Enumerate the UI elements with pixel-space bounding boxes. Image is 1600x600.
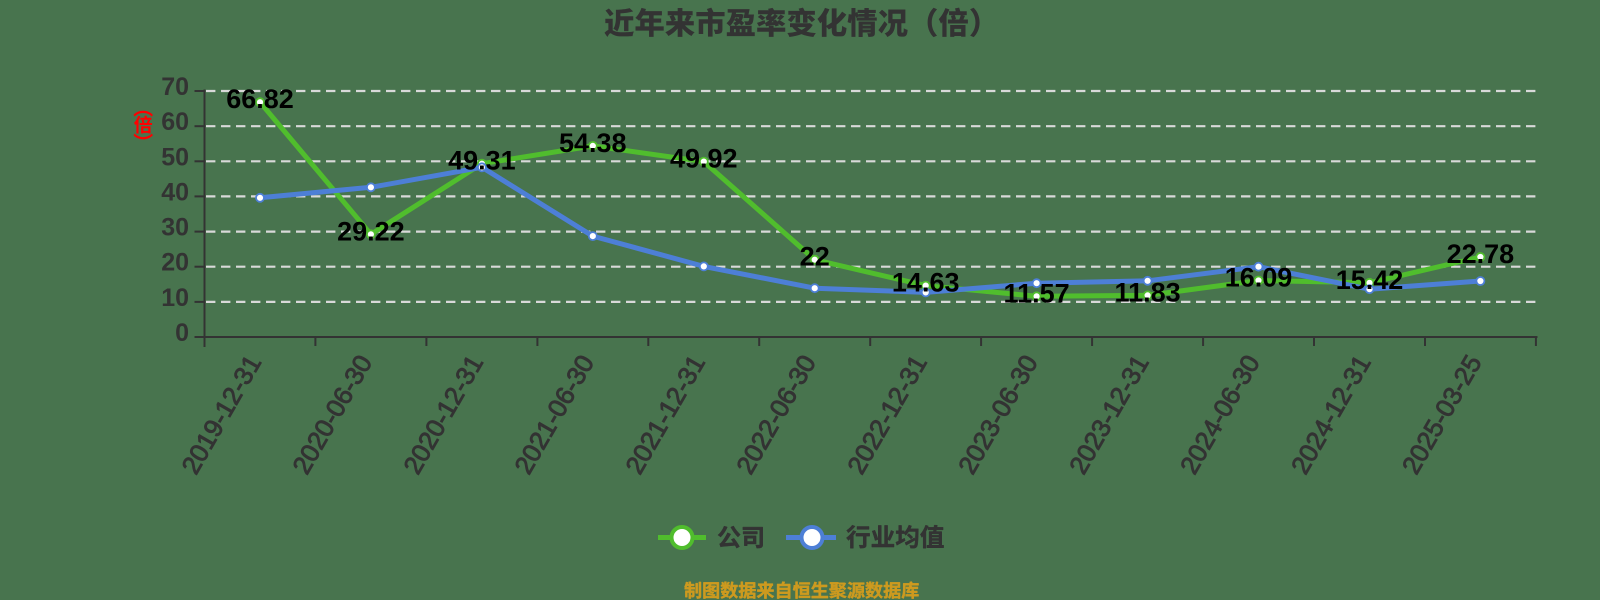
svg-text:2023-06-30: 2023-06-30 <box>954 351 1044 479</box>
svg-text:2020-06-30: 2020-06-30 <box>288 351 378 479</box>
svg-text:11.83: 11.83 <box>1115 277 1181 307</box>
svg-text:70: 70 <box>161 73 189 101</box>
svg-text:22.78: 22.78 <box>1447 239 1515 269</box>
svg-text:11.57: 11.57 <box>1004 278 1070 308</box>
svg-text:60: 60 <box>161 108 189 136</box>
svg-text:2019-12-31: 2019-12-31 <box>177 351 267 479</box>
svg-text:14.63: 14.63 <box>892 268 960 298</box>
svg-text:10: 10 <box>161 284 189 312</box>
svg-text:2024-12-31: 2024-12-31 <box>1286 351 1376 479</box>
svg-text:49.92: 49.92 <box>670 144 738 174</box>
svg-text:2022-06-30: 2022-06-30 <box>732 351 822 479</box>
svg-text:40: 40 <box>161 178 189 206</box>
svg-text:2022-12-31: 2022-12-31 <box>843 351 933 479</box>
svg-text:16.09: 16.09 <box>1225 263 1293 293</box>
svg-text:20: 20 <box>161 249 189 277</box>
svg-text:15.42: 15.42 <box>1336 265 1404 295</box>
svg-text:0: 0 <box>175 319 189 347</box>
svg-text:2021-12-31: 2021-12-31 <box>621 351 711 479</box>
svg-text:30: 30 <box>161 214 189 242</box>
svg-text:49.31: 49.31 <box>448 146 516 176</box>
svg-text:2021-06-30: 2021-06-30 <box>510 351 600 479</box>
svg-text:2023-12-31: 2023-12-31 <box>1065 351 1155 479</box>
svg-text:2024-06-30: 2024-06-30 <box>1175 351 1265 479</box>
svg-text:29.22: 29.22 <box>337 216 405 246</box>
svg-text:22: 22 <box>800 242 830 272</box>
svg-text:54.38: 54.38 <box>559 128 627 158</box>
svg-text:66.82: 66.82 <box>226 84 294 114</box>
svg-text:50: 50 <box>161 143 189 171</box>
svg-text:2020-12-31: 2020-12-31 <box>399 351 489 479</box>
svg-text:2025-03-25: 2025-03-25 <box>1397 351 1487 479</box>
